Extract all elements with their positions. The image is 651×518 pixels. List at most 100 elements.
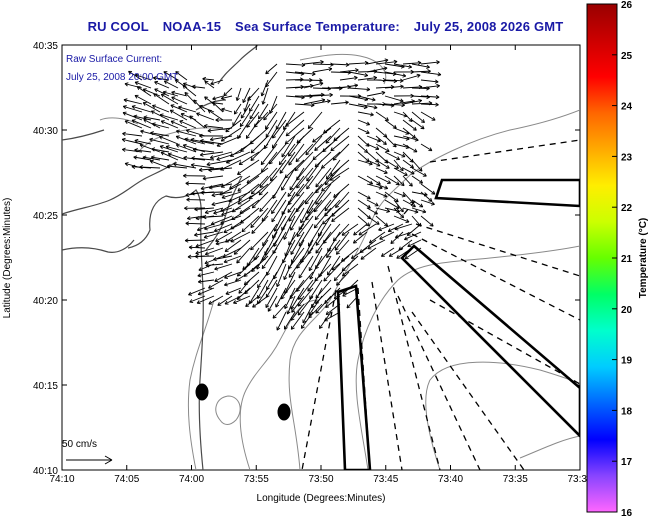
current-vector: [384, 84, 404, 89]
current-vector: [267, 295, 278, 312]
colorbar-tick-label: 23: [621, 152, 633, 163]
contour-line: [355, 245, 580, 470]
current-vector: [333, 263, 350, 282]
current-vector: [420, 199, 435, 206]
current-vector: [326, 239, 341, 258]
current-vector: [223, 255, 242, 264]
current-vector: [238, 279, 251, 294]
current-vector: [150, 155, 170, 161]
current-vector: [208, 183, 233, 190]
current-vector: [388, 247, 404, 257]
coastline-segment: [195, 99, 227, 111]
current-vector: [150, 131, 170, 137]
current-vector: [171, 96, 188, 105]
shipping-lanes: [336, 178, 580, 470]
current-vector: [339, 68, 359, 73]
current-vector: [276, 263, 287, 288]
current-vector: [327, 255, 341, 276]
current-vector: [221, 207, 242, 216]
current-vector: [217, 295, 233, 306]
current-vector: [121, 137, 143, 145]
current-vector: [272, 303, 287, 319]
current-vector: [402, 159, 414, 169]
current-vector: [384, 78, 404, 83]
current-vector: [206, 159, 233, 167]
current-vector: [185, 128, 206, 137]
current-vector: [402, 143, 418, 153]
current-vector: [207, 109, 224, 121]
current-vector: [366, 90, 386, 97]
current-vector: [188, 287, 206, 296]
x-axis: 74:10 74:05 74:00 73:55 73:50 73:45 73:40 73:35…: [49, 45, 593, 485]
current-vector: [285, 111, 305, 127]
current-vector: [307, 111, 323, 129]
current-vector: [170, 120, 188, 129]
current-vector: [330, 62, 350, 67]
current-vector: [199, 151, 224, 157]
current-vector: [312, 143, 332, 161]
x-tick-label: 73:55: [244, 474, 269, 485]
current-vector: [202, 175, 224, 181]
current-vector: [165, 145, 188, 153]
current-vector: [300, 311, 314, 329]
current-vector: [402, 111, 413, 122]
current-vector: [294, 103, 315, 108]
current-vector: [402, 98, 423, 105]
current-vector: [204, 223, 224, 231]
current-vector: [142, 155, 161, 161]
current-vector: [259, 167, 278, 189]
radar-ray: [411, 233, 580, 321]
x-tick-label: 73:50: [308, 474, 333, 485]
current-vector: [315, 223, 332, 246]
current-vector: [366, 207, 378, 215]
current-vector: [189, 115, 206, 129]
current-vector: [195, 239, 215, 248]
current-vector: [357, 103, 378, 110]
current-vector: [245, 295, 260, 307]
current-vector: [133, 155, 152, 161]
current-vector: [224, 279, 242, 287]
current-vector: [149, 137, 170, 145]
current-vector: [306, 167, 323, 190]
current-vector: [200, 138, 224, 145]
current-vector: [167, 152, 188, 161]
current-vector: [185, 181, 206, 186]
current-vector: [357, 175, 374, 185]
current-vector: [357, 191, 371, 200]
current-vector: [420, 83, 440, 89]
current-vector: [197, 271, 215, 278]
current-vector: [305, 135, 323, 156]
current-vector: [160, 151, 179, 161]
current-vector: [124, 120, 143, 129]
current-vector: [250, 135, 269, 154]
current-vector: [315, 167, 332, 188]
current-vector: [134, 81, 152, 89]
current-vector: [314, 199, 332, 221]
current-vector: [411, 207, 427, 214]
current-vector: [213, 223, 233, 233]
current-vector: [402, 60, 422, 66]
current-vector: [283, 255, 296, 280]
current-vector: [380, 247, 395, 257]
colorbar-ticks: 26 25 24 23 22 21 20 19 18 17 16: [612, 0, 633, 518]
current-vector: [223, 87, 233, 97]
radar-ray: [371, 281, 403, 470]
title-datetime: July 25, 2008 2026 GMT: [413, 19, 564, 34]
current-vector: [153, 93, 170, 105]
title-product: Sea Surface Temperature:: [235, 19, 400, 34]
current-vector: [122, 111, 143, 121]
y-tick-label: 40:10: [33, 466, 58, 477]
current-vector: [387, 223, 404, 233]
current-vector: [275, 287, 287, 308]
current-vector: [375, 143, 390, 153]
current-vector: [259, 191, 278, 212]
current-vector: [207, 127, 233, 133]
current-vector: [241, 215, 260, 233]
colorbar-label: Temperature (°C): [638, 218, 649, 299]
current-vector: [335, 239, 350, 255]
current-vector: [285, 62, 306, 68]
current-vector: [307, 271, 323, 292]
current-vector: [166, 164, 188, 169]
radar-ray: [387, 265, 441, 470]
current-vector: [238, 151, 260, 165]
